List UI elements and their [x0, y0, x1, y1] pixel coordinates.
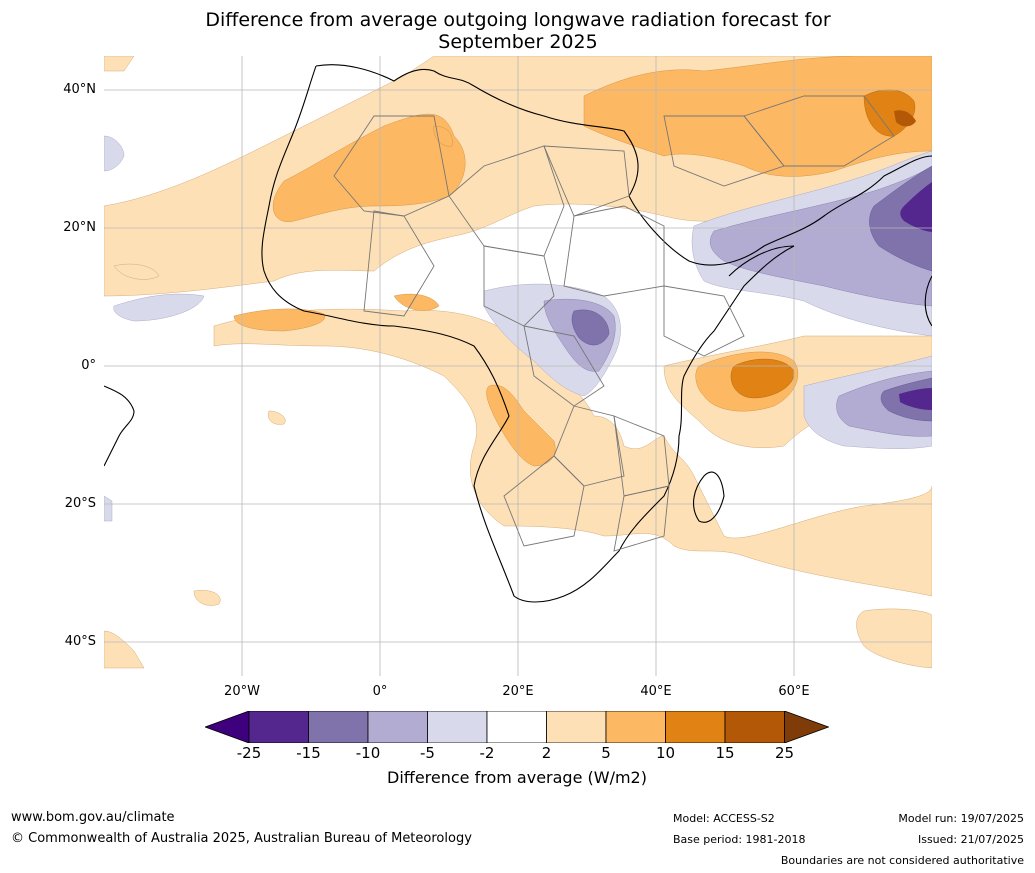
colorbar-swatch [367, 711, 428, 743]
colorbar-tick-label: 2 [541, 744, 552, 762]
colorbar [205, 711, 829, 743]
colorbar-extend-high [784, 711, 829, 743]
coastlines [104, 64, 932, 603]
colorbar-tick-label: 10 [655, 744, 676, 762]
footer-copyright: © Commonwealth of Australia 2025, Austra… [11, 831, 472, 846]
colorbar-swatch [486, 711, 547, 743]
anomaly-15-25 [894, 110, 916, 127]
lat-tick-40n: 40°N [63, 82, 96, 97]
colorbar-tick-label: -10 [355, 744, 381, 762]
lat-tick-20n: 20°N [63, 220, 96, 235]
footer-issued: Issued: 21/07/2025 [917, 833, 1024, 846]
colorbar-tick-label: 25 [774, 744, 795, 762]
footer-model-run: Model run: 19/07/2025 [898, 812, 1024, 825]
colorbar-extend-low [205, 711, 250, 743]
colorbar-swatch [665, 711, 726, 743]
colorbar-tick-label: 15 [715, 744, 735, 762]
lon-tick-0: 0° [372, 684, 388, 699]
lat-tick-40s: 40°S [64, 634, 96, 649]
graticule [104, 56, 932, 676]
footer-base-period: Base period: 1981-2018 [673, 833, 806, 846]
lon-tick-60e: 60°E [778, 684, 810, 699]
colorbar-title: Difference from average (W/m2) [387, 768, 647, 787]
lon-tick-40e: 40°E [640, 684, 672, 699]
colorbar-tick-label: -25 [236, 744, 262, 762]
colorbar-swatch [605, 711, 666, 743]
footer-website: www.bom.gov.au/climate [11, 810, 175, 825]
colorbar-tick-label: -2 [479, 744, 495, 762]
lat-tick-20s: 20°S [64, 496, 96, 511]
country-borders [333, 95, 895, 552]
title-line-2: September 2025 [438, 31, 598, 53]
colorbar-swatch [248, 711, 309, 743]
title-line-1: Difference from average outgoing longwav… [205, 9, 831, 31]
lon-tick-20w: 20°W [224, 684, 260, 699]
footer-model: Model: ACCESS-S2 [673, 812, 775, 825]
colorbar-swatch [724, 711, 785, 743]
colorbar-swatch [546, 711, 607, 743]
anomaly-neg15-neg25 [899, 182, 932, 410]
anomaly-map [104, 56, 932, 676]
colorbar-tick-label: -5 [420, 744, 435, 762]
footer-disclaimer: Boundaries are not considered authoritat… [780, 854, 1024, 867]
lat-tick-0: 0° [81, 358, 96, 373]
lon-tick-20e: 20°E [502, 684, 534, 699]
colorbar-tick-label: 5 [601, 744, 611, 762]
colorbar-swatch [427, 711, 488, 743]
colorbar-swatch [308, 711, 369, 743]
map-title: Difference from average outgoing longwav… [104, 9, 932, 53]
colorbar-tick-label: -15 [296, 744, 321, 762]
